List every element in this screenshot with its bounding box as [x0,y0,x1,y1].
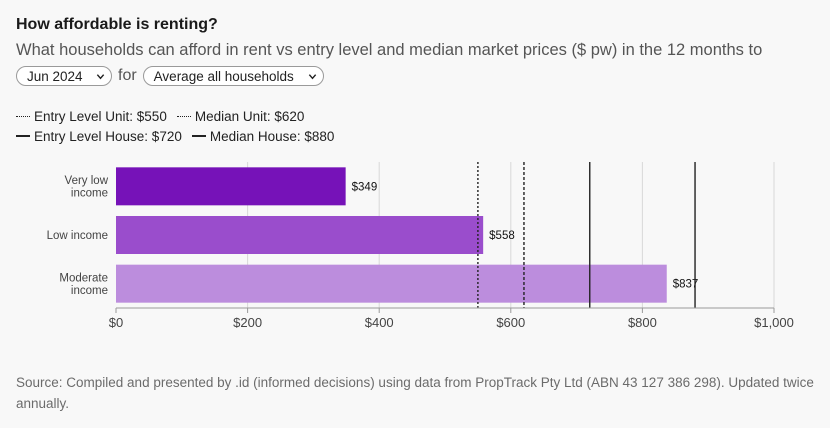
bar-value-label: $349 [352,181,378,193]
dotted-line-icon [16,115,30,117]
chart-legend: Entry Level Unit: $550 Median Unit: $620… [16,106,344,146]
chart-subtitle: What households can afford in rent vs en… [16,41,763,59]
dotted-line-icon [176,115,191,117]
solid-line-icon [191,135,206,137]
legend-label: Entry Level House: $720 [34,128,182,144]
household-select-value: Average all households [153,68,294,84]
period-select[interactable]: Jun 2024 [16,66,112,86]
bar[interactable] [116,216,484,254]
household-select[interactable]: Average all households [142,66,324,86]
legend-item-entry-level-house[interactable]: Entry Level House: $720 [16,129,182,144]
chart-title: How affordable is renting? [16,16,218,33]
x-tick-label: $200 [233,315,262,330]
legend-label: Entry Level Unit: $550 [34,108,167,124]
category-label: income [71,285,108,297]
category-label: Moderate [59,272,108,284]
for-label: for [118,67,137,84]
filter-controls: Jun 2024 for Average all households [16,66,324,86]
chevron-down-icon [96,73,105,79]
period-select-value: Jun 2024 [27,68,83,84]
solid-line-icon [16,135,30,137]
x-tick-label: $0 [109,315,123,330]
bar-value-label: $837 [673,279,699,291]
legend-label: Median Unit: $620 [194,108,305,124]
x-tick-label: $1,000 [754,315,794,330]
legend-label: Median House: $880 [209,128,335,144]
x-tick-label: $600 [496,315,525,330]
x-tick-label: $800 [628,315,657,330]
legend-item-median-house[interactable]: Median House: $880 [191,128,335,144]
source-note: Source: Compiled and presented by .id (i… [16,375,814,411]
category-label: income [71,188,108,200]
bar-value-label: $558 [489,230,515,242]
category-label: Low income [47,230,108,242]
legend-item-entry-level-unit[interactable]: Entry Level Unit: $550 [16,109,167,124]
legend-item-median-unit[interactable]: Median Unit: $620 [176,108,305,124]
bar[interactable] [116,264,667,303]
bar[interactable] [116,167,346,206]
x-tick-label: $400 [365,315,394,330]
category-label: Very low [65,175,109,187]
chevron-down-icon [308,73,316,79]
